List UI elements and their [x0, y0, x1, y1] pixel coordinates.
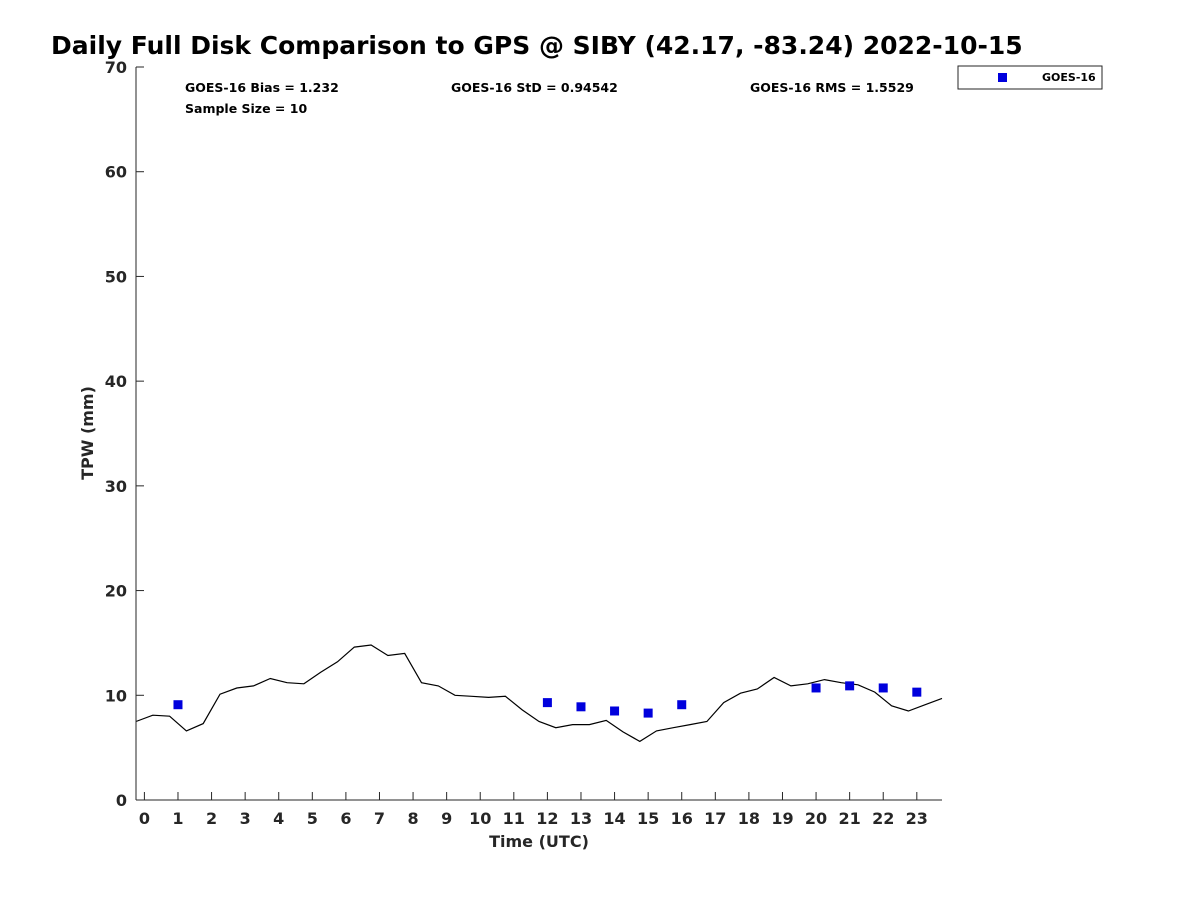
- chart-title: Daily Full Disk Comparison to GPS @ SIBY…: [51, 31, 1023, 60]
- y-tick-label: 50: [105, 267, 127, 286]
- y-tick-label: 70: [105, 58, 127, 77]
- legend-label-goes16: GOES-16: [1042, 71, 1096, 84]
- y-tick-label: 0: [116, 791, 127, 810]
- x-tick-label: 8: [407, 809, 418, 828]
- y-tick-label: 20: [105, 582, 127, 601]
- x-tick-label: 4: [273, 809, 284, 828]
- y-tick-label: 40: [105, 372, 127, 391]
- legend-marker-goes16: [998, 73, 1007, 82]
- legend: GOES-16: [957, 65, 1103, 90]
- goes16-point: [811, 683, 821, 693]
- x-tick-label: 9: [441, 809, 452, 828]
- x-tick-label: 14: [603, 809, 625, 828]
- x-tick-label: 10: [469, 809, 491, 828]
- x-tick-label: 18: [738, 809, 760, 828]
- goes16-point: [542, 698, 552, 708]
- gps-series-line: [135, 644, 943, 743]
- goes16-point: [845, 681, 855, 691]
- sample-size-stat: Sample Size = 10: [185, 101, 307, 116]
- goes16-point: [878, 683, 888, 693]
- bias-stat: GOES-16 Bias = 1.232: [185, 80, 339, 95]
- std-stat: GOES-16 StD = 0.94542: [451, 80, 618, 95]
- goes16-point: [643, 708, 653, 718]
- gps-line-group: [135, 644, 943, 743]
- x-tick-label: 2: [206, 809, 217, 828]
- x-tick-label: 0: [139, 809, 150, 828]
- x-tick-label: 22: [872, 809, 894, 828]
- x-tick-label: 23: [906, 809, 928, 828]
- x-tick-label: 12: [536, 809, 558, 828]
- y-ticks-group: 0 10 20 30 40 50 60 70: [105, 58, 144, 810]
- y-axis-label: TPW (mm): [78, 386, 97, 480]
- rms-stat: GOES-16 RMS = 1.5529: [750, 80, 914, 95]
- goes16-point: [912, 687, 922, 697]
- x-tick-label: 1: [172, 809, 183, 828]
- y-tick-label: 60: [105, 163, 127, 182]
- x-tick-label: 17: [704, 809, 726, 828]
- y-tick-label: 10: [105, 686, 127, 705]
- x-tick-label: 15: [637, 809, 659, 828]
- goes16-point: [677, 700, 687, 710]
- goes16-point: [173, 700, 183, 710]
- x-ticks-group: 0 1 2 3 4 5 6 7 8 9 10 11 12 13 14 15 16 17 18 19 20 21 22 23: [139, 792, 928, 828]
- x-tick-label: 13: [570, 809, 592, 828]
- x-tick-label: 3: [240, 809, 251, 828]
- x-tick-label: 21: [839, 809, 861, 828]
- goes16-point: [576, 702, 586, 712]
- y-tick-label: 30: [105, 477, 127, 496]
- x-tick-label: 5: [307, 809, 318, 828]
- legend-box: [957, 65, 1103, 90]
- goes16-point: [610, 706, 620, 716]
- x-axis-label: Time (UTC): [489, 832, 589, 851]
- x-tick-label: 11: [503, 809, 525, 828]
- points-group: [173, 681, 922, 718]
- x-tick-label: 20: [805, 809, 827, 828]
- x-tick-label: 19: [771, 809, 793, 828]
- x-tick-label: 6: [340, 809, 351, 828]
- x-tick-label: 16: [671, 809, 693, 828]
- x-tick-label: 7: [374, 809, 385, 828]
